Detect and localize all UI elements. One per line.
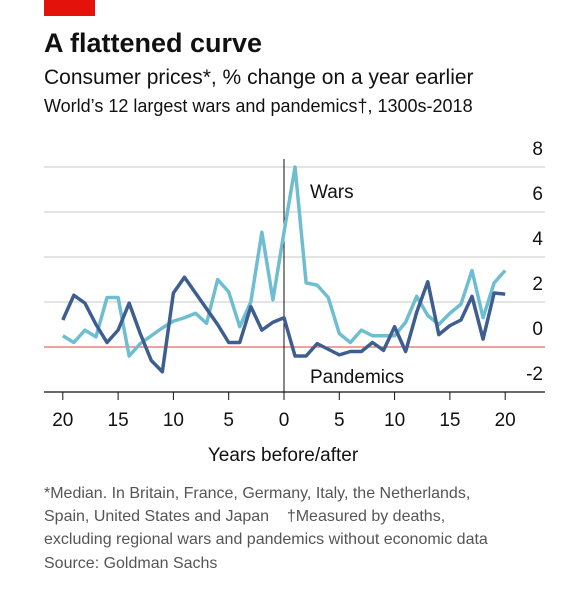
brand-tag xyxy=(44,0,95,16)
x-tick-label: 15 xyxy=(108,410,129,431)
x-tick-label: 10 xyxy=(163,410,184,431)
series-line xyxy=(61,165,507,358)
x-axis-label: Years before/after xyxy=(208,445,359,466)
y-tick-label: 0 xyxy=(532,319,543,340)
y-tick-label: 4 xyxy=(532,229,543,250)
annotation: Pandemics xyxy=(310,367,404,388)
x-tick-label: 15 xyxy=(439,410,460,431)
x-tick-label: 20 xyxy=(52,410,73,431)
chart-subtitle: Consumer prices*, % change on a year ear… xyxy=(44,66,474,89)
footnote: Spain, United States and Japan †Measured… xyxy=(44,508,445,525)
annotation: Wars xyxy=(310,182,354,203)
source: Source: Goldman Sachs xyxy=(44,555,217,572)
footnote: *Median. In Britain, France, Germany, It… xyxy=(44,485,470,502)
footnote: excluding regional wars and pandemics wi… xyxy=(44,531,488,548)
x-tick-label: 0 xyxy=(279,410,290,431)
chart-title: A flattened curve xyxy=(44,28,262,58)
x-tick-label: 5 xyxy=(223,410,234,431)
y-tick-label: 6 xyxy=(532,184,543,205)
x-tick-label: 10 xyxy=(384,410,405,431)
y-tick-label: 2 xyxy=(532,274,543,295)
series-line xyxy=(61,275,506,374)
y-tick-label: 8 xyxy=(532,139,543,160)
x-tick-label: 5 xyxy=(334,410,345,431)
x-tick-label: 20 xyxy=(495,410,516,431)
y-tick-label: -2 xyxy=(526,364,543,385)
chart-subtitle2: World’s 12 largest wars and pandemics†, … xyxy=(44,96,473,116)
